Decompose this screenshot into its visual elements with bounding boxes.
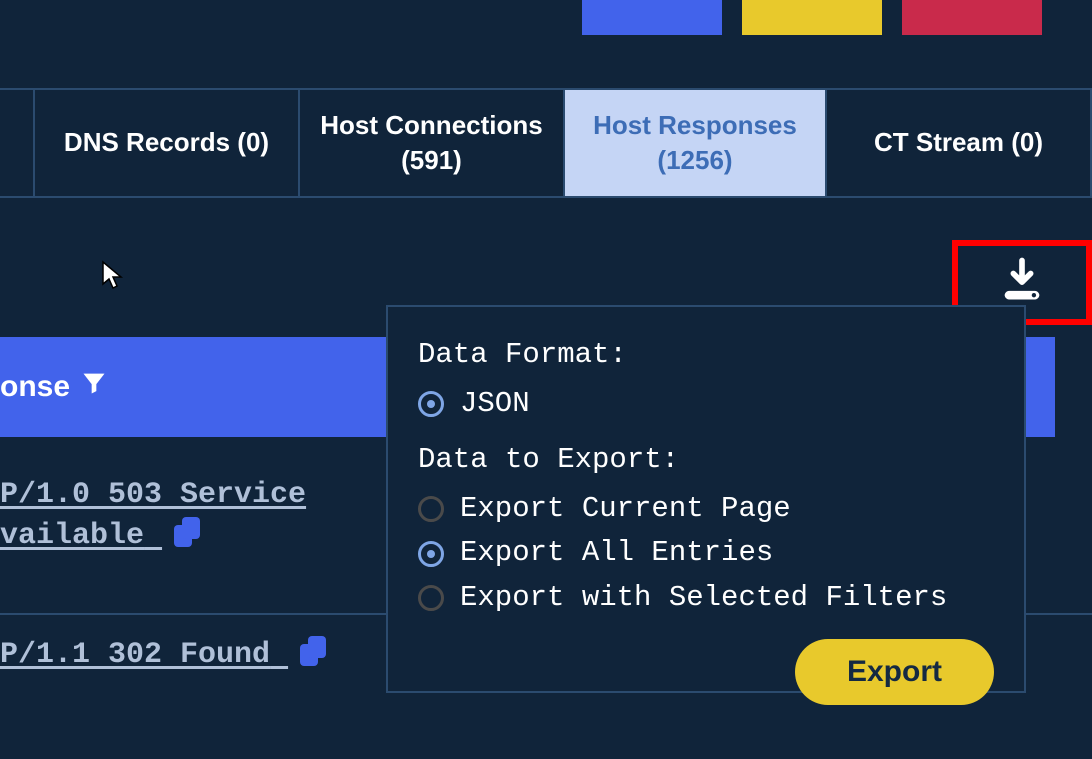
radio-json[interactable]: JSON <box>418 384 994 425</box>
data-to-export-label: Data to Export: <box>418 440 994 481</box>
top-action-button-1[interactable] <box>582 0 722 35</box>
radio-indicator <box>418 496 444 522</box>
radio-indicator <box>418 585 444 611</box>
tab-ct-stream[interactable]: CT Stream (0) <box>827 90 1092 196</box>
column-header-response[interactable]: onse <box>0 370 70 404</box>
tab-host-connections[interactable]: Host Connections (591) <box>300 90 565 196</box>
radio-export-current-page[interactable]: Export Current Page <box>418 489 994 530</box>
tab-label-line2: (591) <box>401 143 462 178</box>
radio-export-with-filters[interactable]: Export with Selected Filters <box>418 578 994 619</box>
export-panel: Data Format: JSON Data to Export: Export… <box>386 305 1026 693</box>
radio-label: Export with Selected Filters <box>460 578 947 619</box>
tab-label: DNS Records (0) <box>64 125 269 160</box>
radio-indicator <box>418 391 444 417</box>
tab-dns-records[interactable]: DNS Records (0) <box>35 90 300 196</box>
cursor-icon <box>101 260 125 292</box>
copy-icon[interactable] <box>174 517 200 547</box>
response-status-line2: vailable <box>0 519 144 553</box>
download-icon <box>996 254 1048 311</box>
response-status-line1: P/1.0 503 Service <box>0 478 306 512</box>
tab-label-line1: Host Responses <box>593 108 797 143</box>
radio-indicator <box>418 541 444 567</box>
response-status-link[interactable]: P/1.0 503 Service vailable <box>0 478 306 553</box>
filter-icon[interactable] <box>80 369 108 405</box>
radio-label: JSON <box>460 384 530 425</box>
tab-host-responses[interactable]: Host Responses (1256) <box>565 90 827 196</box>
response-status-line1: P/1.1 302 Found <box>0 638 270 672</box>
export-button[interactable]: Export <box>795 639 994 705</box>
radio-label: Export Current Page <box>460 489 791 530</box>
radio-export-all-entries[interactable]: Export All Entries <box>418 533 994 574</box>
data-format-label: Data Format: <box>418 335 994 376</box>
response-status-link[interactable]: P/1.1 302 Found <box>0 638 288 672</box>
top-action-button-2[interactable] <box>742 0 882 35</box>
tab-label-line1: Host Connections <box>320 108 542 143</box>
tab-label: CT Stream (0) <box>874 125 1043 160</box>
tab-label-line2: (1256) <box>657 143 732 178</box>
radio-label: Export All Entries <box>460 533 773 574</box>
tabs-bar: DNS Records (0) Host Connections (591) H… <box>0 88 1092 198</box>
top-action-button-3[interactable] <box>902 0 1042 35</box>
copy-icon[interactable] <box>300 636 326 666</box>
top-button-row <box>0 0 1092 35</box>
